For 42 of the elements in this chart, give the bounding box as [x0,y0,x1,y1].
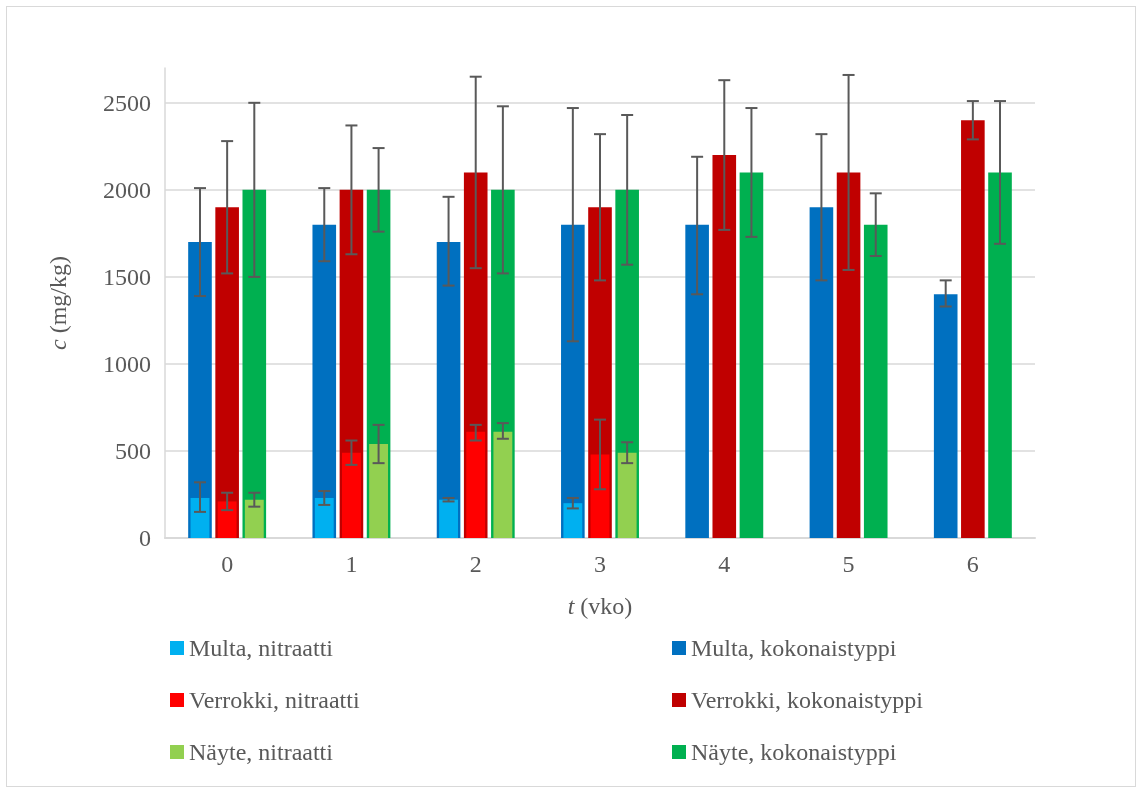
y-tick-label: 1500 [103,263,151,290]
bar [739,172,764,538]
x-axis-title: t (vko) [567,593,633,619]
bar [369,444,389,538]
bar [809,207,834,538]
legend-label: Verrokki, nitraatti [189,687,360,713]
bar [933,294,958,538]
y-tick-label: 500 [115,437,151,464]
x-tick-label: 2 [469,551,482,577]
x-tick-label: 4 [718,551,731,577]
bar [314,497,334,538]
bar [988,172,1012,538]
bar [836,172,861,538]
legend-label: Verrokki, kokonaistyppi [691,687,924,713]
bar [466,431,486,538]
bar [190,497,210,538]
legend-label: Näyte, kokonaistyppi [691,739,897,765]
bar [244,499,264,538]
y-tick-label: 1000 [103,350,151,377]
x-tick-label: 5 [842,551,855,577]
legend-label: Multa, kokonaistyppi [691,635,897,661]
bar [493,431,513,538]
legend-label: Näyte, nitraatti [189,739,334,765]
y-tick-label: 2000 [103,176,151,203]
y-tick-label: 2500 [103,89,151,116]
x-tick-label: 3 [594,551,606,577]
bar [439,499,458,538]
bar [863,224,888,538]
bar [590,454,610,538]
y-axis-title: c (mg/kg) [45,256,71,350]
y-tick-label: 0 [139,525,151,551]
bar [217,501,237,538]
bar [712,155,737,538]
bar [685,224,709,538]
bar [617,452,637,538]
bar [961,120,985,538]
x-tick-label: 1 [345,551,358,577]
bar [563,503,583,538]
bar [341,452,361,538]
x-tick-label: 6 [966,551,979,577]
legend-label: Multa, nitraatti [189,635,334,661]
x-tick-label: 0 [221,551,234,577]
